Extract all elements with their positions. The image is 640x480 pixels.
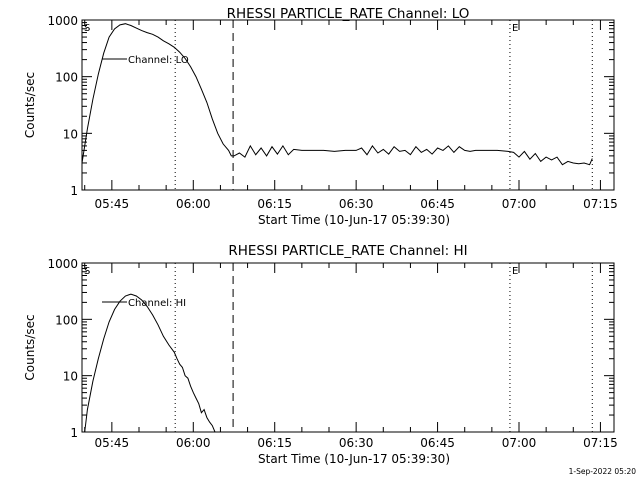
- x-tick-label: 06:00: [176, 197, 211, 211]
- time-marker-label: S: [84, 23, 90, 34]
- time-marker-label: E: [512, 23, 518, 34]
- data-series-line-lo: [81, 23, 593, 166]
- x-axis-label-hi: Start Time (10-Jun-17 05:39:30): [258, 452, 450, 466]
- x-tick-label: 07:15: [583, 436, 618, 450]
- y-tick-label: 100: [55, 313, 78, 327]
- x-tick-label: 05:45: [95, 197, 130, 211]
- x-tick-label: 06:15: [257, 436, 292, 450]
- x-tick-label: 06:45: [420, 197, 455, 211]
- x-tick-label: 06:30: [339, 436, 374, 450]
- footer-timestamp: 1-Sep-2022 05:20: [569, 467, 637, 476]
- legend-label-lo: Channel: LO: [128, 55, 189, 66]
- y-tick-label: 10: [63, 370, 78, 384]
- y-tick-label: 1: [70, 184, 78, 198]
- y-tick-label: 1: [70, 426, 78, 440]
- y-tick-label: 100: [55, 71, 78, 85]
- y-tick-label: 1000: [47, 257, 78, 271]
- x-tick-label: 07:15: [583, 197, 618, 211]
- x-tick-label: 06:00: [176, 436, 211, 450]
- y-axis-label-lo: Counts/sec: [23, 72, 37, 138]
- x-tick-label: 07:00: [502, 436, 537, 450]
- x-tick-label: 06:15: [257, 197, 292, 211]
- x-tick-label: 06:45: [420, 436, 455, 450]
- time-marker-label: S: [84, 266, 90, 277]
- chart-panel-hi: RHESSI PARTICLE_RATE Channel: HI Counts/s…: [23, 243, 618, 466]
- y-axis-label-hi: Counts/sec: [23, 314, 37, 380]
- chart-panel-lo: RHESSI PARTICLE_RATE Channel: LO Counts/s…: [23, 6, 618, 227]
- x-tick-label: 06:30: [339, 197, 374, 211]
- x-tick-label: 05:45: [95, 436, 130, 450]
- legend-label-hi: Channel: HI: [128, 298, 186, 309]
- y-tick-label: 1000: [47, 14, 78, 28]
- time-marker-label: E: [512, 266, 518, 277]
- x-axis-label-lo: Start Time (10-Jun-17 05:39:30): [258, 213, 450, 227]
- x-tick-label: 07:00: [502, 197, 537, 211]
- y-tick-label: 10: [63, 127, 78, 141]
- chart-title-lo: RHESSI PARTICLE_RATE Channel: LO: [227, 6, 470, 22]
- chart-title-hi: RHESSI PARTICLE_RATE Channel: HI: [228, 243, 467, 259]
- data-series-line-hi: [84, 293, 216, 433]
